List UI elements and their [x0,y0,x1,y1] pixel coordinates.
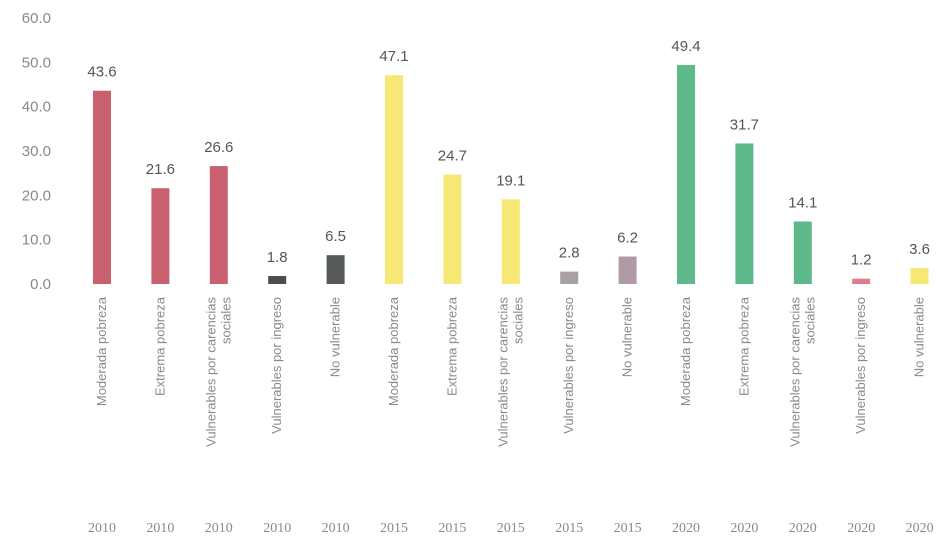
category-label-line: Extrema pobreza [152,296,167,396]
bar [385,75,403,284]
year-label: 2015 [380,521,408,536]
year-label: 2015 [438,521,466,536]
bar [852,278,871,284]
bar [93,90,111,284]
year-label: 2020 [730,521,758,536]
category-label-line: Vulnerables por ingreso [853,297,868,434]
category-label: Moderada pobreza [678,296,693,406]
year-label: 2010 [146,521,174,536]
category-label: No vulnerable [328,297,343,377]
bar [209,166,228,284]
year-label: 2010 [88,521,116,536]
category-label-line: No vulnerable [912,297,927,377]
category-label: Vulnerables por ingreso [269,297,284,434]
category-label-line: Moderada pobreza [678,296,693,406]
bar [910,268,929,284]
data-label: 21.6 [146,161,175,178]
data-label: 6.2 [617,230,638,247]
bar [735,143,754,284]
data-label: 43.6 [87,64,116,81]
bar [618,256,637,284]
data-label: 24.7 [438,147,467,164]
category-label-line: sociales [510,297,525,344]
bar [268,276,287,284]
category-label-line: Vulnerables por ingreso [561,297,576,434]
y-tick-label: 10.0 [22,232,51,249]
y-axis: 0.0 10.0 20.0 30.0 40.0 50.0 60.0 [22,10,51,293]
category-label: Extrema pobreza [736,296,751,396]
bars [93,64,929,284]
category-label-line: No vulnerable [328,297,343,377]
data-label: 3.6 [909,241,930,258]
category-label-line: Vulnerables por ingreso [269,297,284,434]
year-label: 2015 [614,521,642,536]
y-tick-label: 0.0 [30,276,51,293]
data-label: 14.1 [788,194,817,211]
bar [677,64,695,284]
category-label-line: sociales [802,297,817,344]
year-label: 2010 [205,521,233,536]
data-labels: 43.6 21.6 26.6 1.8 6.5 47.1 24.7 19.1 2.8 6.2 49.4… [87,38,930,269]
data-label: 1.2 [851,252,872,269]
y-tick-label: 20.0 [22,187,51,204]
year-label: 2020 [906,521,934,536]
category-label: Moderada pobreza [94,296,109,406]
category-label: Extrema pobreza [152,296,167,396]
year-label: 2020 [789,521,817,536]
year-labels: 2010 2010 2010 2010 2010 2015 2015 2015 2015 2015… [88,521,934,536]
category-label: No vulnerable [620,297,635,377]
bar [560,271,579,284]
category-label-line: Vulnerables por carencias [203,297,218,447]
category-label: Moderada pobreza [386,296,401,406]
category-label-line: No vulnerable [620,297,635,377]
category-label-line: Moderada pobreza [386,296,401,406]
category-labels: Moderada pobreza Extrema pobreza Vulnerabl… [94,296,927,447]
bar [443,174,462,284]
y-tick-label: 50.0 [22,54,51,71]
year-label: 2010 [322,521,350,536]
data-label: 47.1 [379,48,408,65]
category-label-line: Vulnerables por carencias [787,297,802,447]
data-label: 26.6 [204,139,233,156]
category-label: Vulnerables por carenciassociales [495,297,525,447]
category-label-line: sociales [218,297,233,344]
year-label: 2020 [847,521,875,536]
category-label-line: Extrema pobreza [736,296,751,396]
bar [793,221,812,284]
year-label: 2015 [555,521,583,536]
category-label: Vulnerables por ingreso [853,297,868,434]
data-label: 49.4 [671,38,700,55]
category-label-line: Extrema pobreza [444,296,459,396]
data-label: 19.1 [496,172,525,189]
y-tick-label: 30.0 [22,143,51,160]
data-label: 1.8 [267,249,288,266]
year-label: 2010 [263,521,291,536]
data-label: 31.7 [730,116,759,133]
category-label-line: Vulnerables por carencias [495,297,510,447]
bar [501,199,520,284]
data-label: 2.8 [559,245,580,262]
category-label: Vulnerables por carenciassociales [203,297,233,447]
category-label: Extrema pobreza [444,296,459,396]
bar [326,255,345,284]
year-label: 2020 [672,521,700,536]
category-label: Vulnerables por carenciassociales [787,297,817,447]
year-label: 2015 [497,521,525,536]
y-tick-label: 40.0 [22,99,51,116]
y-tick-label: 60.0 [22,10,51,27]
data-label: 6.5 [325,228,346,245]
category-label: No vulnerable [912,297,927,377]
category-label-line: Moderada pobreza [94,296,109,406]
bar [151,188,170,284]
category-label: Vulnerables por ingreso [561,297,576,434]
